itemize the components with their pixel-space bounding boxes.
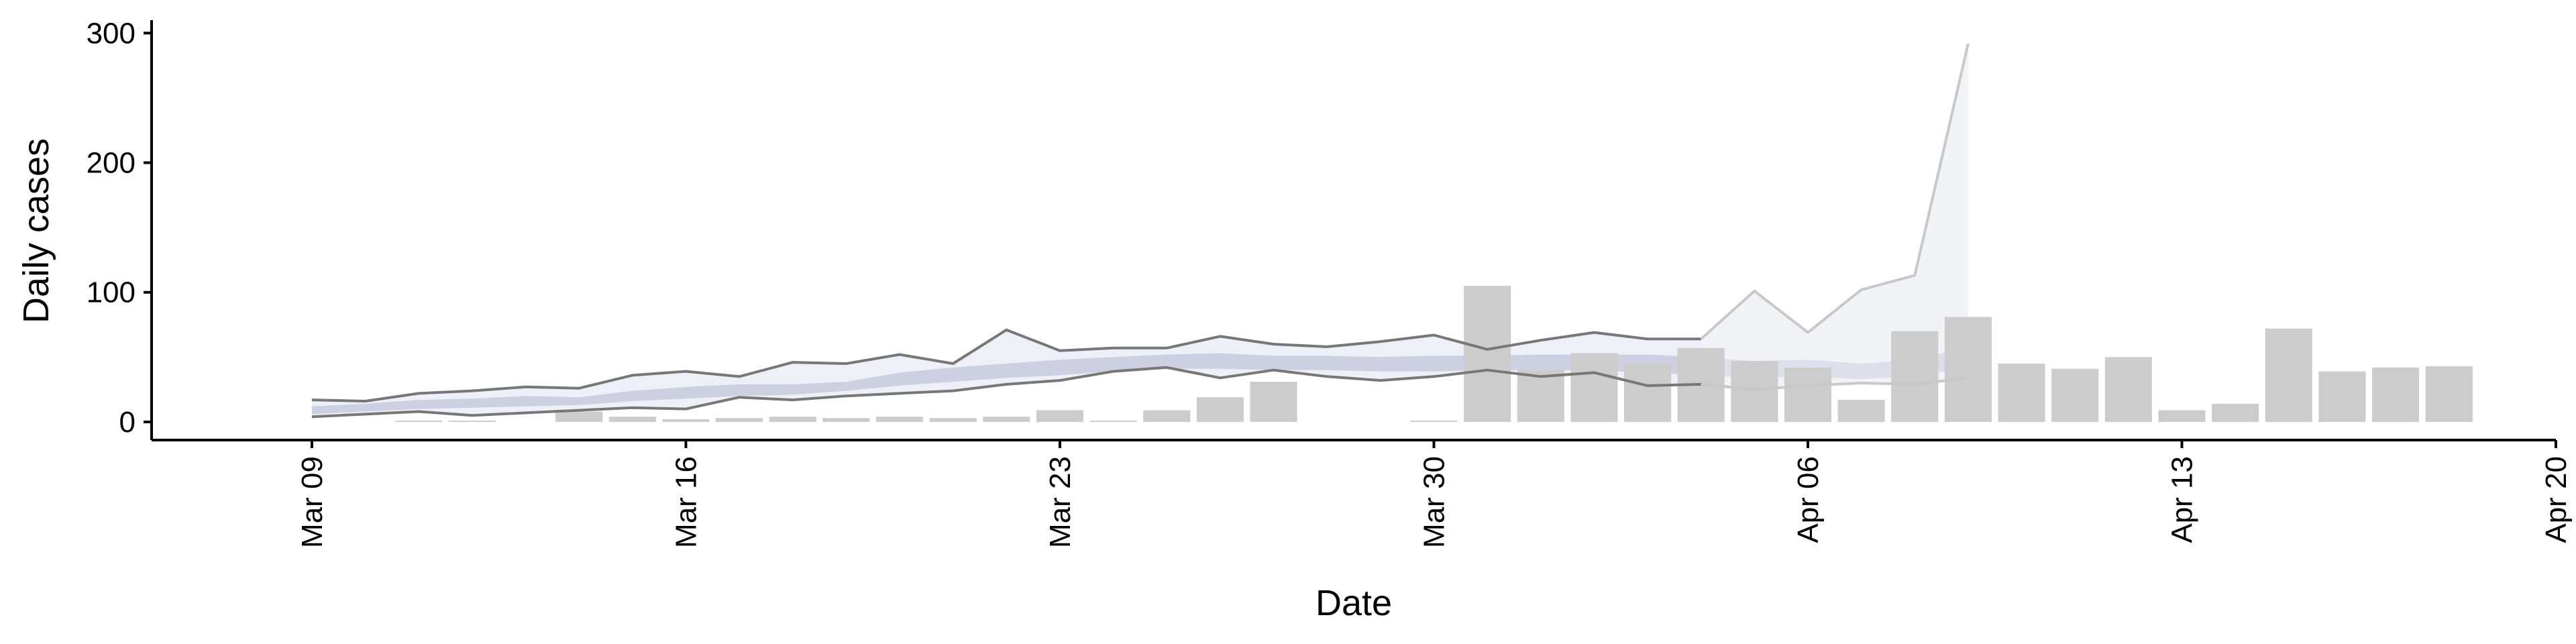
bar: [716, 418, 763, 422]
bar: [2158, 410, 2206, 422]
bar: [608, 417, 656, 422]
bar: [2104, 357, 2152, 422]
bar: [1624, 364, 1672, 422]
bar: [1891, 331, 1939, 422]
y-tick-label: 300: [87, 17, 136, 50]
bar: [822, 418, 870, 422]
x-tick-label: Apr 13: [2166, 456, 2199, 543]
y-tick-label: 200: [87, 147, 136, 180]
y-axis-title: Daily cases: [16, 138, 56, 323]
y-tick-label: 100: [87, 276, 136, 309]
bar: [2212, 403, 2259, 422]
bar: [1731, 361, 1778, 422]
bound-lines: [311, 43, 1970, 419]
band-50-estimate: [311, 353, 1701, 415]
y-tick-label: 0: [119, 406, 136, 439]
bar: [395, 421, 443, 422]
bar: [662, 419, 710, 422]
x-tick-label: Apr 06: [1792, 456, 1825, 543]
bar: [1196, 397, 1244, 422]
x-ticks: Mar 09 Mar 16 Mar 23 Mar 30 Apr 06 Apr 13 Apr …: [296, 440, 2573, 548]
lower-bound-forecast-line: [1701, 376, 1969, 391]
bar: [769, 417, 816, 422]
bar: [1784, 367, 1831, 422]
bar: [2372, 367, 2420, 422]
bar: [1998, 364, 2045, 422]
bar: [876, 417, 924, 422]
bars-group: [395, 286, 2473, 422]
bar: [1036, 410, 1083, 422]
bar: [929, 418, 977, 422]
bar: [2318, 371, 2366, 422]
y-axis: 0 100 200 300: [87, 17, 153, 440]
x-tick-label: Mar 23: [1044, 456, 1077, 548]
y-ticks: 0 100 200 300: [87, 17, 152, 439]
bar: [555, 411, 603, 422]
plot-area: [311, 43, 2473, 422]
x-tick-label: Mar 16: [669, 456, 702, 548]
bar: [448, 421, 496, 422]
bar: [1464, 286, 1511, 422]
bar: [1944, 317, 1992, 422]
lower-bound-line: [311, 366, 1701, 419]
bar: [1570, 353, 1618, 422]
x-tick-label: Mar 09: [296, 456, 329, 548]
bar: [1517, 370, 1564, 422]
x-axis-title: Date: [1316, 583, 1392, 623]
upper-bound-line: [311, 328, 1701, 402]
upper-bound-forecast-line: [1700, 43, 1970, 340]
bar: [1410, 421, 1458, 422]
x-axis: Mar 09 Mar 16 Mar 23 Mar 30 Apr 06 Apr 13 Apr …: [152, 439, 2573, 548]
bar: [1143, 410, 1191, 422]
bar: [983, 417, 1030, 422]
bar: [1250, 382, 1297, 422]
bar: [2265, 328, 2312, 422]
x-tick-label: Mar 30: [1418, 456, 1451, 548]
bar: [1089, 421, 1137, 422]
bar: [2425, 366, 2473, 422]
bar: [1837, 400, 1885, 422]
x-tick-label: Apr 20: [2540, 456, 2573, 543]
bar: [2051, 368, 2099, 422]
